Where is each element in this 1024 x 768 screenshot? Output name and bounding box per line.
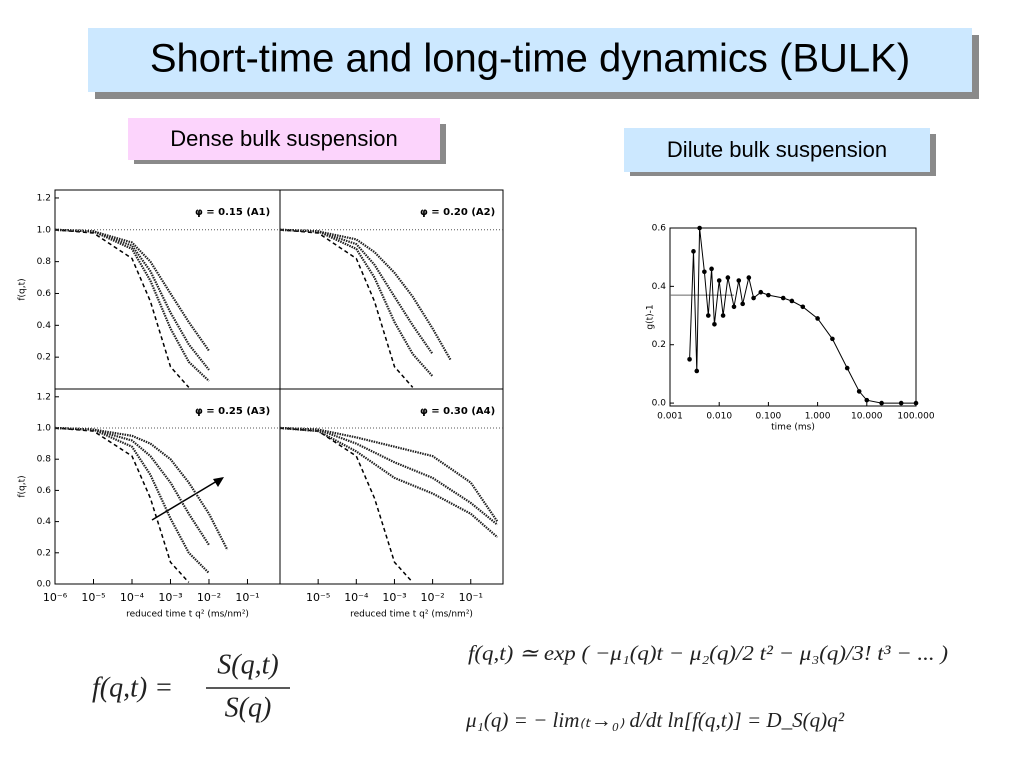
data-point: [789, 298, 795, 304]
x-tick-label: 10⁻³: [382, 591, 406, 604]
y-tick-label: 0.6: [652, 224, 667, 234]
data-point: [864, 397, 870, 403]
x-tick-label: 10.000: [851, 412, 883, 422]
chart-frame: [669, 227, 917, 407]
data-point: [780, 295, 786, 301]
equation: f(q,t) =: [92, 672, 173, 703]
data-point: [746, 275, 752, 280]
x-tick-label: 0.001: [657, 412, 683, 422]
reference-curve: [54, 229, 190, 388]
data-point: [898, 400, 904, 406]
y-tick-label: 1.2: [37, 193, 51, 203]
x-axis-label: time (ms): [771, 423, 815, 433]
y-tick-label: 0.8: [37, 455, 52, 465]
equation: f(q,t) ≃ exp ( −μ₁(q)t − μ₂(q)/2 t² − μ₃…: [468, 641, 948, 665]
data-point: [702, 269, 707, 275]
panel-annotation: φ = 0.30 (A4): [420, 406, 495, 417]
y-axis-label: f(q,t): [18, 475, 28, 497]
title: Short-time and long-time dynamics (BULK): [150, 37, 910, 81]
y-tick-label: 0.8: [37, 257, 52, 267]
panel-annotation: φ = 0.25 (A3): [195, 406, 270, 417]
data-point: [736, 278, 742, 283]
y-tick-label: 0.2: [37, 353, 51, 363]
data-point: [712, 321, 717, 327]
y-axis-label: f(q,t): [18, 278, 28, 300]
x-tick-label: 10⁻³: [158, 591, 182, 604]
data-point: [751, 295, 756, 301]
title-box: [88, 28, 972, 92]
dilute-label: Dilute bulk suspension: [667, 137, 887, 162]
y-tick-label: 0.4: [37, 517, 52, 527]
x-tick-label: 10⁻¹: [459, 591, 483, 604]
x-axis-label: reduced time t q² (ms/nm²): [350, 610, 473, 620]
x-tick-label: 10⁻⁴: [344, 591, 369, 604]
arrow: [151, 477, 223, 521]
label-box: [624, 128, 930, 172]
data-point: [694, 368, 700, 374]
panel-frame: [279, 388, 504, 585]
x-tick-label: 10⁻²: [420, 591, 444, 604]
y-tick-label: 0.2: [37, 548, 51, 558]
data-curve: [54, 426, 229, 551]
y-tick-label: 1.2: [37, 392, 51, 402]
reference-curve: [279, 427, 414, 583]
equation: S(q): [225, 692, 272, 723]
y-tick-label: 1.0: [37, 225, 52, 235]
x-tick-label: 10⁻⁵: [81, 591, 105, 604]
data-point: [758, 289, 764, 295]
y-axis-label: g(t)-1: [646, 304, 656, 329]
data-point: [716, 278, 722, 283]
data-curve: [279, 426, 499, 523]
equation: S(q,t): [217, 649, 278, 680]
y-tick-label: 0.4: [37, 321, 52, 331]
y-tick-label: 0.0: [37, 580, 52, 590]
y-tick-label: 1.0: [37, 424, 52, 434]
reference-curve: [279, 229, 414, 388]
equation: μ₁(q) = − lim₍ₜ→₀₎ d/dt ln[f(q,t)] = D_S…: [465, 708, 845, 732]
y-tick-label: 0.6: [37, 486, 52, 496]
data-point: [844, 365, 850, 371]
arrow-head: [213, 477, 224, 487]
y-tick-label: 0.0: [652, 399, 667, 409]
data-point: [800, 304, 806, 310]
reference-curve: [54, 427, 190, 583]
x-tick-label: 10⁻⁴: [120, 591, 145, 604]
data-point: [691, 249, 696, 254]
x-tick-label: 1.000: [805, 412, 831, 422]
x-tick-label: 10⁻²: [197, 591, 221, 604]
data-point: [830, 336, 835, 342]
data-point: [709, 266, 714, 272]
x-axis-label: reduced time t q² (ms/nm²): [126, 610, 249, 620]
data-point: [815, 316, 820, 321]
y-tick-label: 0.2: [652, 340, 666, 350]
x-tick-label: 10⁻⁶: [43, 591, 68, 604]
data-curve: [54, 228, 210, 352]
data-point: [697, 225, 702, 231]
panel-annotation: φ = 0.15 (A1): [195, 207, 270, 218]
data-point: [879, 400, 884, 406]
x-tick-label: 10⁻⁵: [306, 591, 330, 604]
y-tick-label: 0.6: [37, 289, 52, 299]
data-curve: [279, 228, 452, 361]
data-point: [913, 400, 919, 406]
y-tick-label: 0.4: [652, 282, 667, 292]
x-tick-label: 0.010: [706, 412, 732, 422]
x-tick-label: 100.000: [897, 412, 934, 422]
x-tick-label: 10⁻¹: [235, 591, 259, 604]
data-point: [766, 292, 771, 298]
data-point: [740, 301, 745, 307]
x-tick-label: 0.100: [756, 412, 782, 422]
dense-label: Dense bulk suspension: [170, 126, 397, 151]
data-point: [725, 275, 731, 280]
panel-annotation: φ = 0.20 (A2): [420, 207, 495, 218]
data-point: [687, 357, 692, 362]
data-point: [731, 304, 737, 310]
data-point: [856, 389, 862, 394]
data-curve: [279, 426, 499, 539]
data-point: [720, 313, 726, 318]
label-box: [128, 118, 440, 160]
data-point: [705, 313, 711, 318]
